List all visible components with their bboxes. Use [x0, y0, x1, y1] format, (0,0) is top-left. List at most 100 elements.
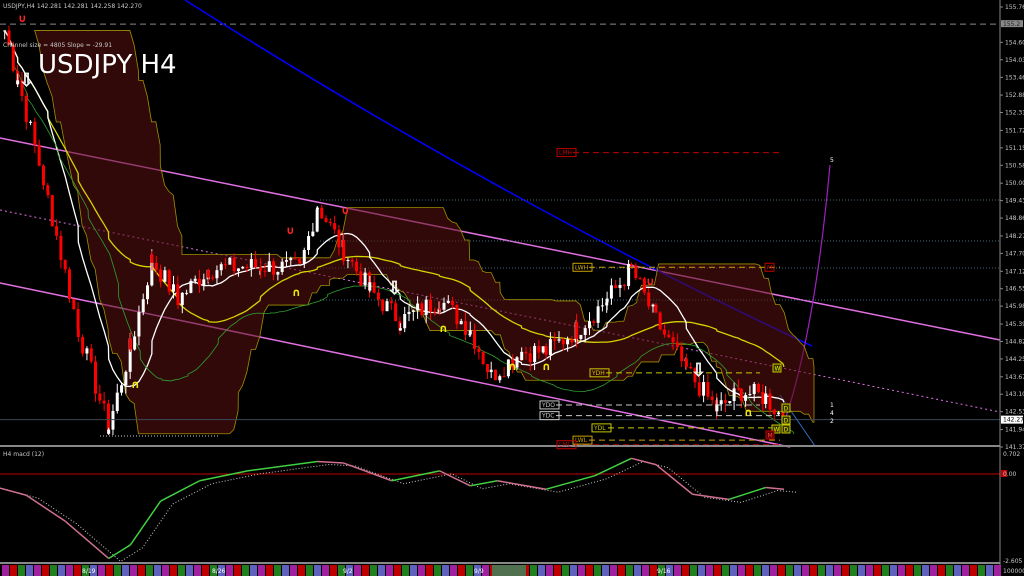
time-axis-segment	[386, 565, 393, 576]
candle-body	[193, 278, 197, 281]
price-tick-label: 154.605	[1005, 39, 1024, 46]
candle-body	[744, 395, 748, 401]
candle-body	[355, 261, 359, 272]
time-axis-bar	[2, 565, 1001, 576]
time-tick-label: 9/9	[474, 568, 484, 575]
candle-body	[20, 80, 24, 96]
symbol-info: USDJPY,H4 142.281 142.281 142.258 142.27…	[3, 3, 142, 10]
candle-body	[376, 292, 380, 300]
time-axis-segment	[674, 565, 681, 576]
candle-body	[489, 369, 493, 373]
candle-body	[11, 45, 15, 71]
candle-body	[618, 284, 622, 289]
candle-body	[477, 348, 481, 352]
time-axis-segment	[962, 565, 969, 576]
time-axis-segment	[634, 565, 641, 576]
candle-body	[468, 330, 472, 335]
candle-body	[337, 229, 341, 248]
time-axis-segment	[482, 565, 489, 576]
fractal-marker-icon: ∩	[439, 322, 448, 335]
candle-body	[33, 121, 37, 145]
time-tick-label: 8/26	[212, 568, 226, 575]
fractal-marker-icon: ∩	[744, 406, 753, 419]
candle-body	[693, 368, 697, 383]
candle-body	[777, 412, 781, 415]
candle-body	[81, 336, 85, 354]
time-axis-segment	[770, 565, 777, 576]
time-axis-segment	[402, 565, 409, 576]
candle-body	[163, 270, 167, 282]
time-axis-segment	[90, 565, 97, 576]
candle-body	[524, 351, 528, 354]
candle-body	[232, 257, 236, 272]
level-label-lwh: LWH	[575, 264, 588, 271]
candle-body	[424, 299, 428, 315]
candle-body	[570, 339, 574, 343]
macd-line-segment	[728, 486, 766, 501]
time-axis-segment	[554, 565, 561, 576]
macd-line-segment	[594, 457, 632, 477]
marker-label: W	[775, 366, 781, 373]
time-axis-segment	[730, 565, 737, 576]
candle-body	[407, 311, 411, 315]
time-axis-segment	[986, 565, 993, 576]
time-axis-segment	[682, 565, 689, 576]
candle-body	[732, 388, 736, 402]
macd-line-segment	[765, 486, 785, 490]
candle-body	[276, 272, 280, 275]
time-axis-segment	[138, 565, 145, 576]
time-axis-segment	[666, 565, 673, 576]
projection-label: 5	[830, 157, 834, 164]
time-axis-segment	[186, 565, 193, 576]
candle-body	[680, 346, 684, 362]
fractal-marker-icon: ∩	[292, 286, 301, 299]
candle-body	[236, 268, 240, 272]
time-axis-segment	[114, 565, 121, 576]
candle-body	[583, 328, 587, 335]
time-axis-segment	[250, 565, 257, 576]
candle-body	[748, 394, 752, 396]
level-badge-ydh	[589, 368, 610, 378]
level-badge-lml	[556, 440, 577, 450]
level-badge-ydo	[539, 400, 560, 410]
time-axis-segment	[98, 565, 105, 576]
time-axis-segment	[818, 565, 825, 576]
candle-body	[7, 30, 11, 46]
fractal-marker-icon: ∪	[646, 275, 655, 288]
candle-body	[224, 264, 228, 266]
time-axis-segment	[906, 565, 913, 576]
time-axis-segment	[34, 565, 41, 576]
candle-body	[241, 266, 245, 269]
time-axis-segment	[58, 565, 65, 576]
time-axis-segment	[466, 565, 473, 576]
candle-body	[298, 261, 302, 264]
candle-body	[389, 301, 393, 304]
macd-line-segment	[108, 544, 131, 560]
candle-body	[605, 298, 609, 303]
level-badge-lwl	[572, 435, 593, 445]
time-axis-segment	[82, 565, 89, 576]
candle-body	[498, 376, 502, 381]
time-axis-segment	[322, 565, 329, 576]
time-axis-segment	[698, 565, 705, 576]
time-axis-segment	[226, 565, 233, 576]
time-axis-segment	[410, 565, 417, 576]
channel-info: Channel size = 4805 Slope = -29.91	[3, 42, 112, 49]
candle-body	[416, 303, 420, 311]
time-axis-segment	[26, 565, 33, 576]
candle-body	[368, 282, 372, 291]
candle-body	[324, 218, 328, 222]
candle-body	[710, 396, 714, 401]
candle-body	[94, 361, 98, 394]
time-axis-segment	[362, 565, 369, 576]
candle-body	[189, 280, 193, 293]
time-axis-segment	[562, 565, 569, 576]
time-axis-segment	[338, 565, 345, 576]
time-axis-segment	[170, 565, 177, 576]
time-axis-segment	[146, 565, 153, 576]
candle-body	[68, 269, 71, 300]
marker-badge	[781, 424, 791, 434]
fast-moving-average	[4, 30, 785, 403]
